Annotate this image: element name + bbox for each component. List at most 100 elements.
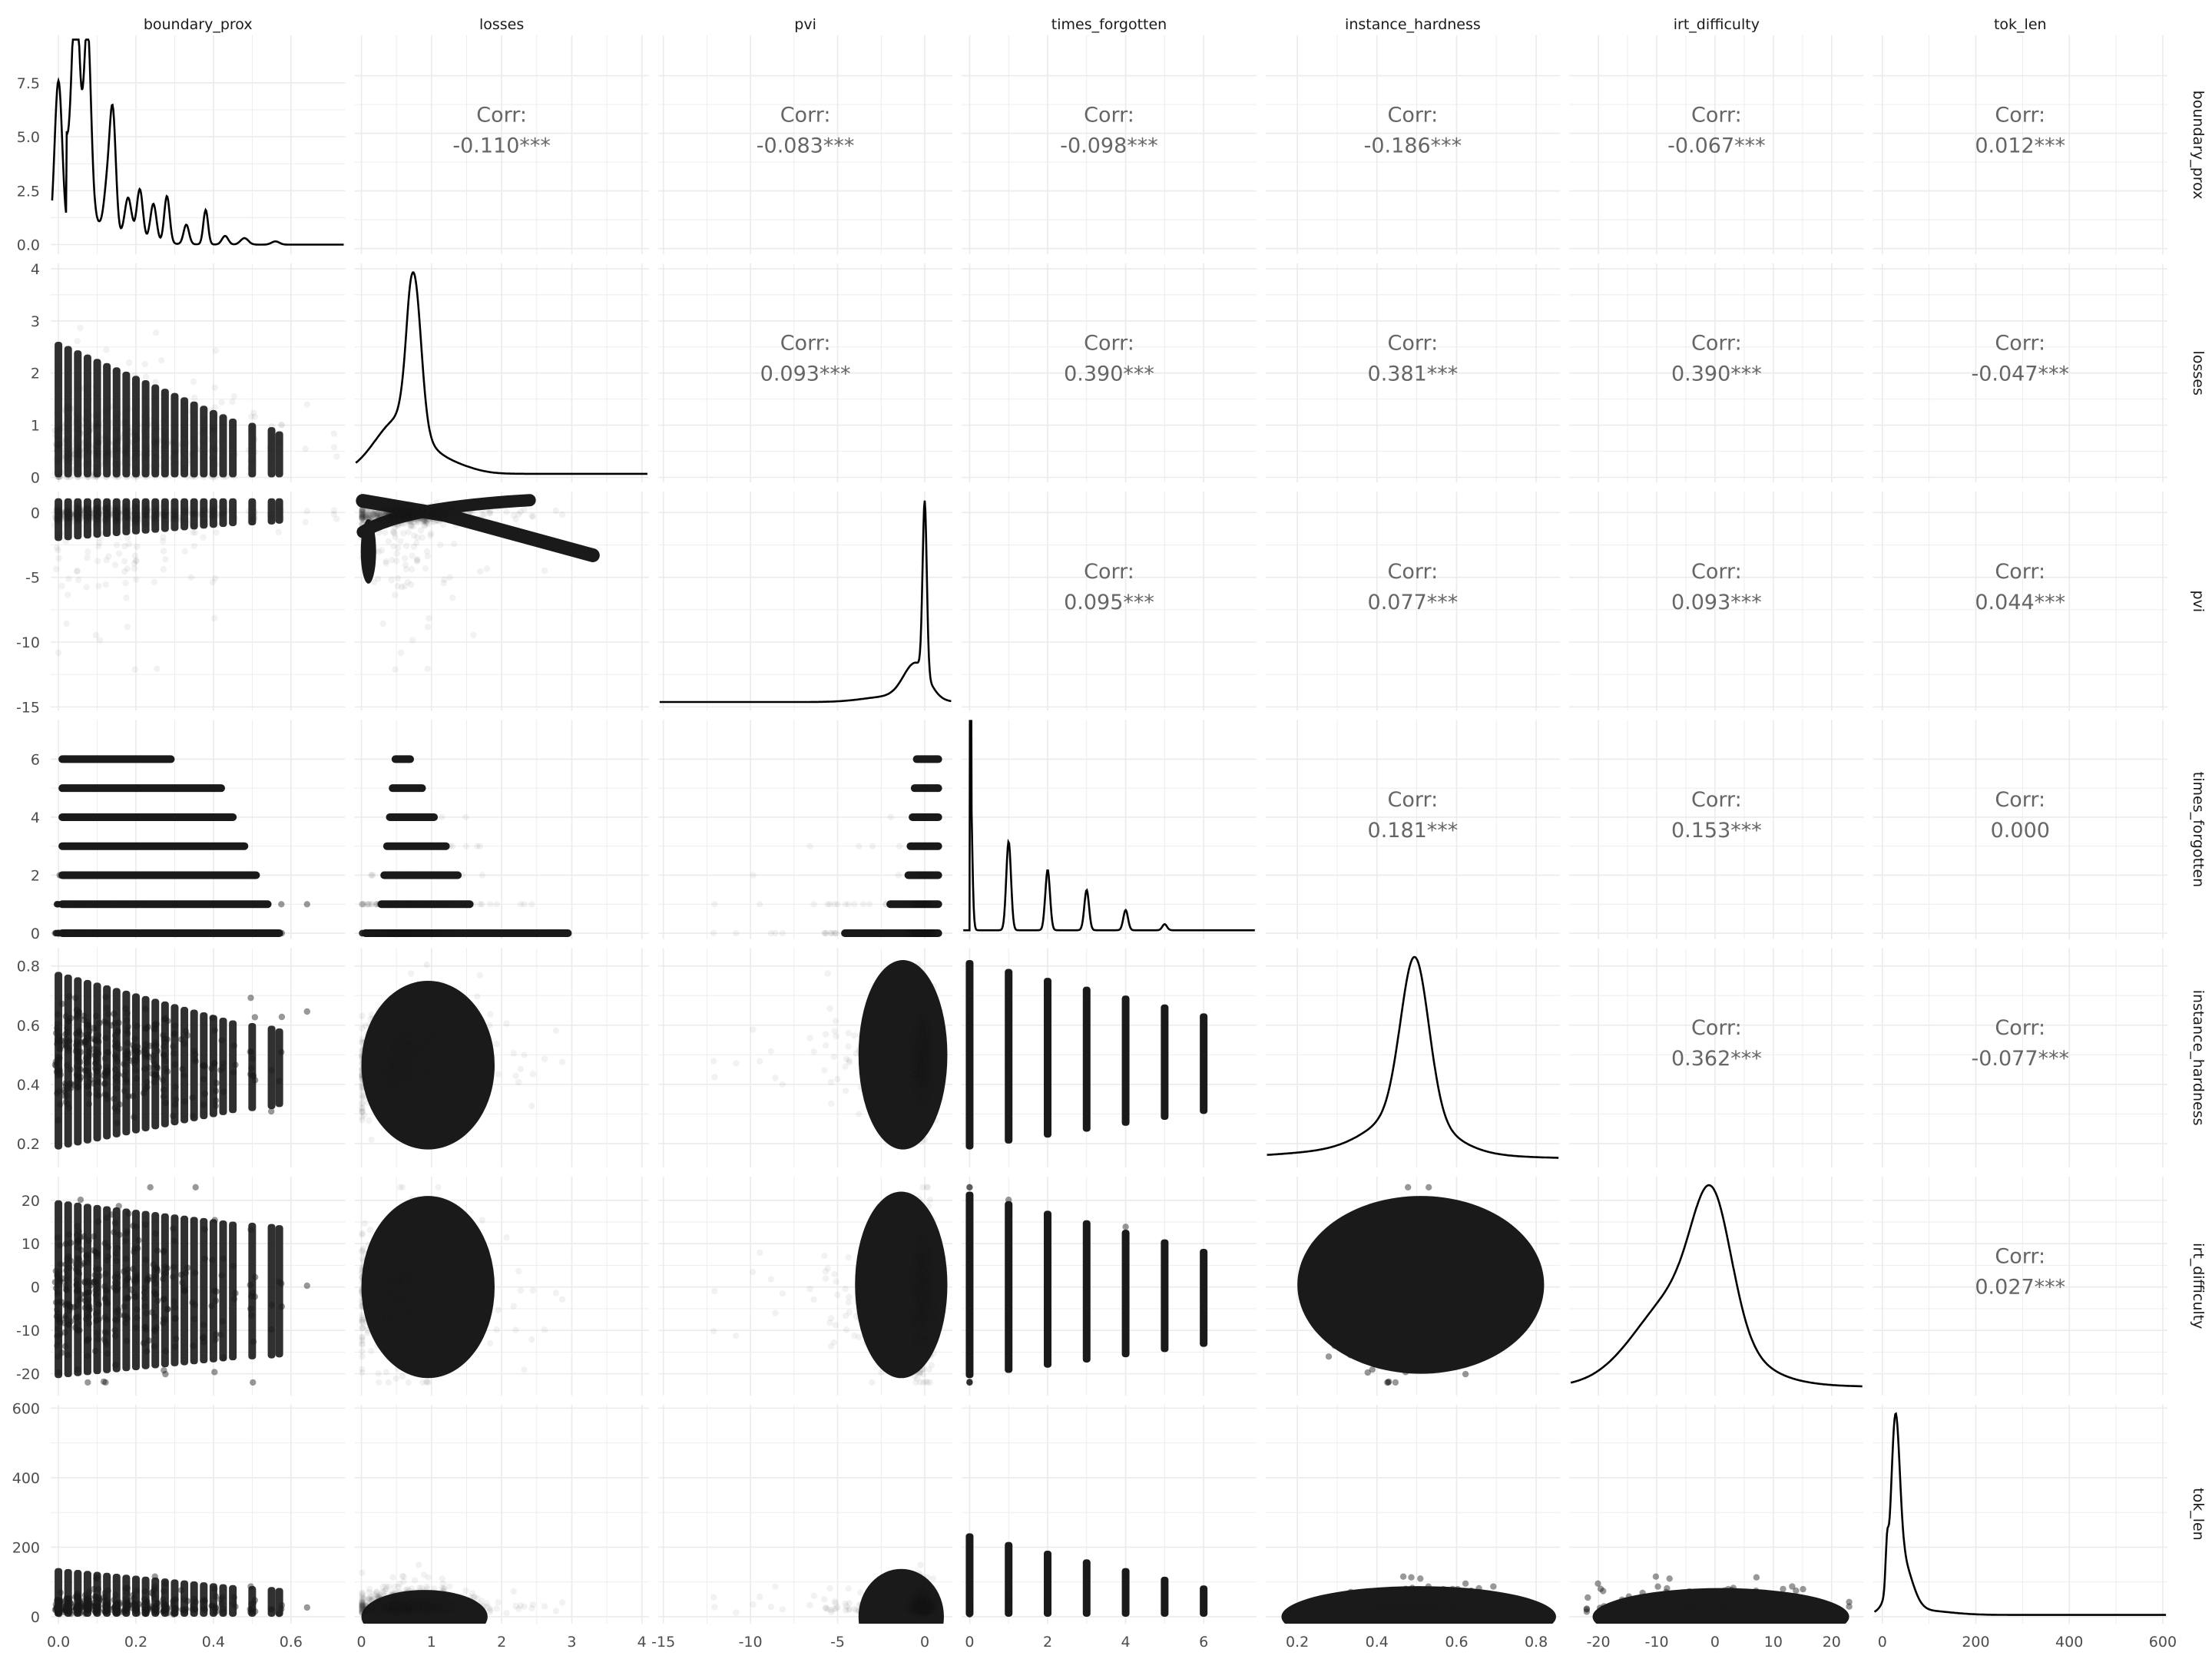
scatter-point bbox=[78, 901, 84, 908]
scatter-point bbox=[444, 929, 452, 937]
scatter-point bbox=[919, 929, 926, 937]
scatter-point bbox=[101, 517, 108, 524]
scatter-point bbox=[413, 539, 420, 547]
scatter-point bbox=[84, 505, 91, 512]
scatter-point bbox=[85, 929, 92, 937]
scatter-point bbox=[64, 901, 71, 908]
scatter-point bbox=[395, 929, 402, 937]
scatter-point bbox=[426, 513, 433, 520]
scatter-point bbox=[385, 510, 392, 517]
scatter-point bbox=[389, 843, 397, 849]
scatter-point bbox=[382, 929, 389, 937]
scatter-point bbox=[74, 512, 81, 519]
scatter-point bbox=[394, 575, 402, 582]
scatter-point bbox=[379, 929, 386, 937]
scatter-point bbox=[65, 455, 72, 463]
scatter-point bbox=[86, 462, 93, 469]
scatter-point bbox=[81, 431, 88, 438]
scatter-point bbox=[73, 901, 81, 908]
scatter-point bbox=[922, 929, 929, 937]
scatter-point bbox=[373, 515, 380, 522]
scatter-point bbox=[52, 426, 60, 434]
scatter-point bbox=[112, 518, 120, 526]
scatter-point bbox=[392, 508, 399, 516]
scatter-point bbox=[275, 439, 283, 446]
scatter-stripe bbox=[58, 929, 283, 938]
scatter-point bbox=[359, 929, 366, 937]
scatter-point bbox=[85, 509, 92, 516]
scatter-point bbox=[204, 435, 211, 442]
scatter-point bbox=[131, 552, 139, 559]
scatter-point bbox=[113, 457, 120, 465]
scatter-stripe bbox=[391, 755, 415, 763]
scatter-point bbox=[419, 518, 426, 525]
scatter-point bbox=[250, 515, 257, 522]
scatter-point bbox=[53, 442, 60, 449]
scatter-point bbox=[409, 508, 416, 515]
scatter-point bbox=[446, 843, 454, 849]
scatter-point bbox=[428, 514, 435, 522]
scatter-point bbox=[84, 504, 91, 511]
scatter-point bbox=[368, 509, 375, 516]
scatter-point bbox=[161, 459, 168, 466]
scatter-point bbox=[58, 429, 65, 435]
scatter-point bbox=[65, 511, 72, 518]
scatter-point bbox=[154, 929, 161, 937]
scatter-point bbox=[85, 396, 92, 403]
scatter-point bbox=[512, 929, 519, 937]
scatter-point bbox=[208, 929, 215, 937]
scatter-point bbox=[420, 929, 427, 937]
scatter-point bbox=[359, 929, 366, 937]
scatter-point bbox=[442, 901, 450, 908]
scatter-point bbox=[427, 872, 434, 879]
scatter-point bbox=[399, 929, 406, 937]
scatter-point bbox=[393, 505, 400, 513]
scatter-point bbox=[141, 929, 148, 937]
scatter-point bbox=[84, 548, 91, 555]
scatter-point bbox=[161, 417, 167, 424]
scatter-point bbox=[394, 929, 401, 937]
scatter-point bbox=[422, 519, 430, 526]
scatter-point bbox=[400, 502, 408, 509]
scatter-point bbox=[190, 929, 198, 937]
scatter-point bbox=[124, 929, 131, 937]
scatter-point bbox=[359, 512, 366, 519]
scatter-point bbox=[912, 929, 919, 937]
scatter-point bbox=[193, 446, 200, 453]
scatter-point bbox=[386, 508, 393, 515]
scatter-point bbox=[333, 515, 340, 522]
scatter-point bbox=[63, 453, 70, 460]
scatter-point bbox=[361, 512, 369, 520]
scatter-point bbox=[430, 813, 437, 821]
scatter-point bbox=[918, 929, 926, 937]
scatter-point bbox=[72, 503, 79, 510]
scatter-point bbox=[404, 929, 411, 937]
scatter-point bbox=[418, 510, 425, 518]
scatter-point bbox=[73, 426, 81, 432]
scatter-point bbox=[390, 518, 397, 525]
scatter-point bbox=[364, 512, 371, 518]
scatter-point bbox=[414, 514, 422, 522]
scatter-point bbox=[73, 501, 81, 508]
scatter-point bbox=[384, 929, 391, 937]
scatter-point bbox=[359, 507, 366, 514]
scatter-point bbox=[199, 511, 207, 518]
scatter-point bbox=[392, 929, 399, 937]
scatter-stripe bbox=[377, 900, 474, 909]
scatter-point bbox=[65, 575, 72, 582]
scatter-point bbox=[370, 929, 377, 937]
scatter-point bbox=[414, 516, 422, 523]
scatter-point bbox=[76, 447, 84, 455]
scatter-point bbox=[404, 901, 411, 908]
scatter-point bbox=[124, 901, 131, 908]
scatter-point bbox=[83, 518, 91, 525]
scatter-point bbox=[127, 507, 134, 515]
scatter-point bbox=[67, 929, 74, 937]
scatter-point bbox=[416, 929, 422, 937]
scatter-point bbox=[123, 451, 130, 458]
scatter-point bbox=[394, 929, 401, 937]
scatter-point bbox=[151, 929, 158, 937]
scatter-point bbox=[414, 511, 422, 518]
scatter-point bbox=[107, 509, 114, 516]
scatter-point bbox=[401, 508, 408, 515]
